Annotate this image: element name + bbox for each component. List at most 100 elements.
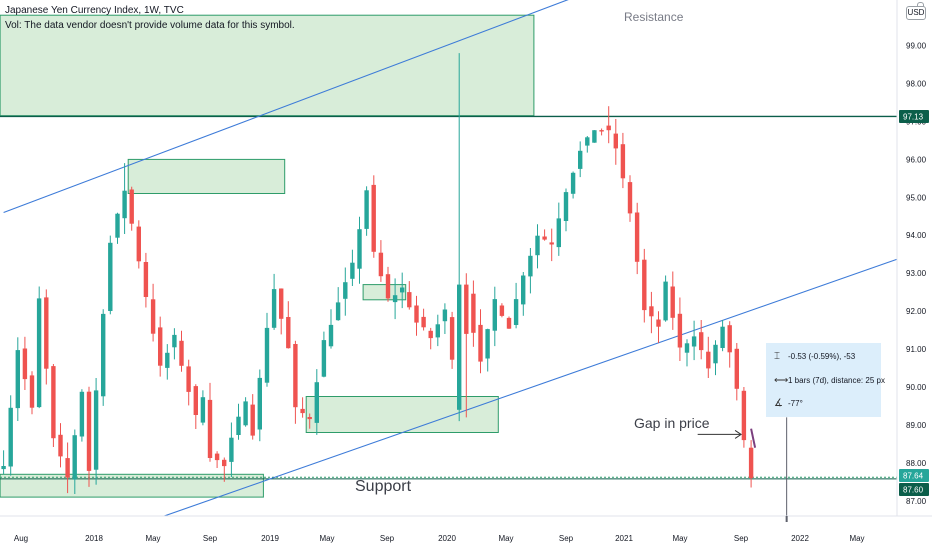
candle[interactable] [663, 275, 668, 322]
candle[interactable] [606, 106, 611, 144]
candle[interactable] [108, 235, 113, 315]
candle[interactable] [314, 369, 319, 435]
candle[interactable] [300, 397, 305, 418]
candle[interactable] [620, 132, 626, 189]
candle[interactable] [229, 422, 234, 478]
price-axis[interactable]: 99.0098.0097.0096.0095.0094.0093.0092.00… [896, 0, 932, 550]
candle[interactable] [549, 228, 554, 262]
candle[interactable] [428, 327, 433, 350]
candle[interactable] [414, 295, 419, 336]
measure-info-box[interactable]: ⌶ -0.53 (-0.59%), -53 ⟷ 1 bars (7d), distan… [766, 343, 885, 417]
zone-top-resistance[interactable] [0, 14, 535, 117]
candle[interactable] [706, 336, 711, 378]
candle[interactable] [535, 224, 540, 269]
candle[interactable] [136, 220, 141, 269]
candle[interactable] [542, 229, 547, 241]
candle[interactable] [407, 281, 412, 310]
candle[interactable] [720, 320, 725, 352]
candle[interactable] [79, 389, 85, 442]
candle[interactable] [734, 343, 739, 401]
candle[interactable] [563, 188, 569, 232]
zone-2019-low[interactable] [305, 396, 499, 433]
candle[interactable] [499, 303, 505, 318]
candle[interactable] [599, 128, 604, 136]
candle[interactable] [442, 303, 448, 334]
candle[interactable] [86, 386, 92, 487]
candle[interactable] [485, 328, 490, 372]
candle[interactable] [492, 286, 497, 347]
candle[interactable] [328, 309, 334, 349]
candle[interactable] [58, 423, 63, 468]
candle[interactable] [250, 394, 255, 440]
candle[interactable] [585, 136, 590, 153]
candle[interactable] [44, 289, 49, 385]
candle[interactable] [421, 308, 426, 331]
candle[interactable] [279, 288, 284, 335]
gap-marker[interactable] [750, 428, 757, 448]
candle[interactable] [293, 340, 298, 424]
candle[interactable] [350, 249, 355, 286]
candle[interactable] [521, 272, 526, 316]
candle[interactable] [150, 283, 156, 342]
candle[interactable] [400, 272, 405, 309]
candle[interactable] [1, 450, 6, 475]
candle[interactable] [578, 141, 583, 178]
candle[interactable] [464, 273, 469, 418]
price-badge[interactable]: 87.60 [899, 483, 929, 497]
candle[interactable] [122, 163, 127, 234]
candle[interactable] [143, 252, 149, 308]
candle[interactable] [741, 387, 747, 448]
candle[interactable] [165, 344, 170, 380]
candle[interactable] [172, 328, 177, 360]
candle[interactable] [257, 369, 262, 442]
candle[interactable] [207, 382, 213, 462]
candle[interactable] [677, 297, 683, 362]
candle[interactable] [371, 175, 376, 258]
candle[interactable] [93, 378, 99, 485]
candle[interactable] [65, 442, 70, 494]
zone-bottom-support[interactable] [0, 473, 264, 498]
candle[interactable] [478, 309, 483, 374]
candle[interactable] [321, 331, 327, 378]
candle[interactable] [642, 248, 647, 323]
candle[interactable] [513, 282, 519, 329]
candle[interactable] [748, 440, 754, 488]
candle[interactable] [385, 266, 391, 302]
candle[interactable] [435, 314, 440, 347]
candle[interactable] [307, 413, 312, 429]
candle[interactable] [129, 186, 134, 231]
candle[interactable] [22, 336, 28, 390]
candle[interactable] [627, 175, 633, 222]
candle[interactable] [51, 364, 56, 447]
candle[interactable] [570, 171, 576, 199]
candle[interactable] [713, 340, 718, 376]
candle[interactable] [72, 429, 77, 495]
candle[interactable] [186, 359, 191, 406]
candle[interactable] [727, 321, 732, 368]
candle[interactable] [670, 271, 675, 330]
candle[interactable] [158, 316, 163, 377]
candle[interactable] [699, 320, 704, 360]
candle[interactable] [634, 202, 640, 275]
candle[interactable] [343, 267, 348, 316]
candle[interactable] [222, 457, 227, 482]
candle[interactable] [335, 287, 341, 321]
candle[interactable] [613, 119, 618, 165]
price-badge[interactable]: 87.64 [899, 469, 929, 483]
price-badge[interactable]: 97.13 [899, 109, 929, 123]
candle[interactable] [357, 216, 362, 284]
channel-lower-line[interactable] [131, 257, 901, 528]
candle[interactable] [8, 395, 13, 476]
zone-2019-small[interactable] [362, 284, 407, 301]
candle[interactable] [214, 451, 220, 468]
candle[interactable] [649, 291, 654, 334]
candle[interactable] [656, 311, 661, 343]
candle[interactable] [528, 248, 533, 294]
candle[interactable] [200, 390, 206, 426]
candle[interactable] [392, 278, 398, 320]
candle[interactable] [449, 311, 455, 369]
candle[interactable] [684, 339, 690, 367]
candle[interactable] [193, 384, 198, 429]
candle[interactable] [243, 397, 248, 427]
